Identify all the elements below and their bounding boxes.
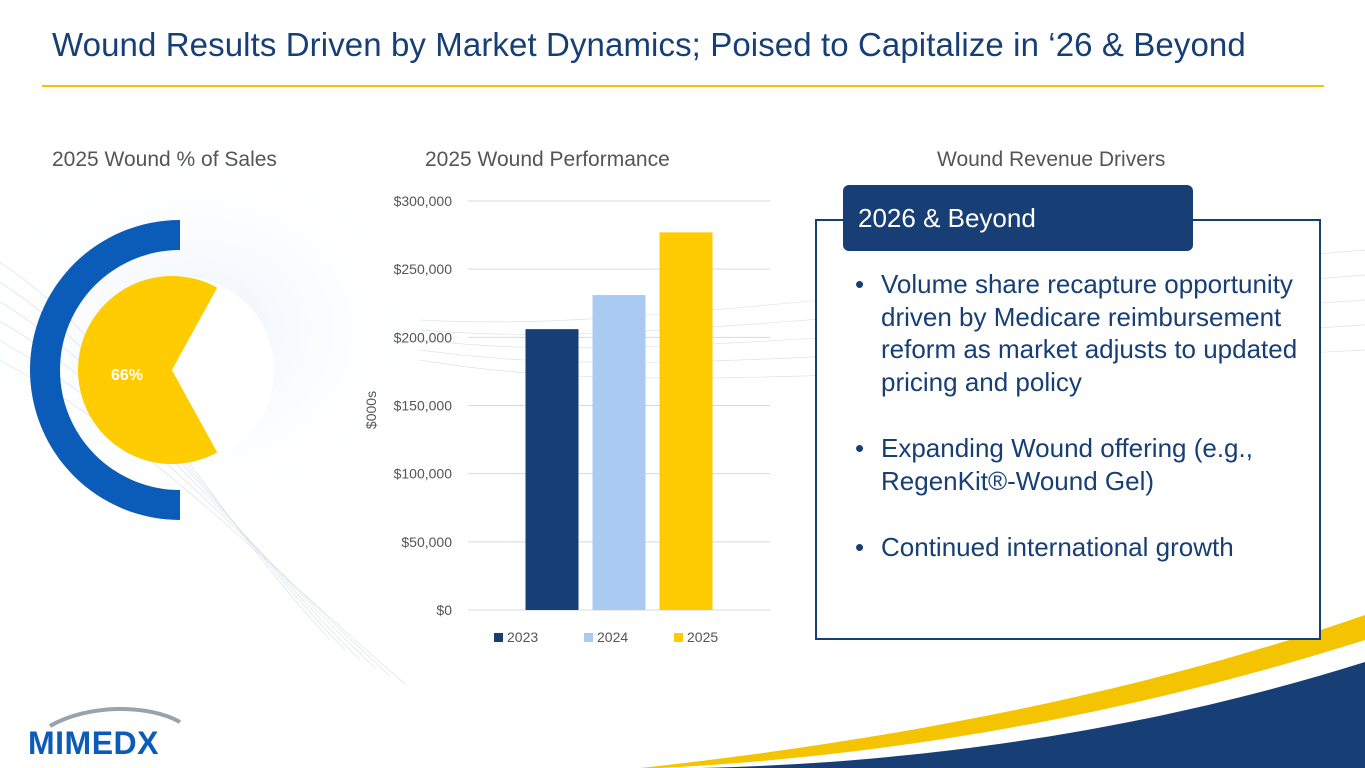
driver-item-offering: Expanding Wound offering (e.g., RegenKit… — [855, 432, 1305, 497]
chart-bars — [525, 232, 713, 610]
slide-title: Wound Results Driven by Market Dynamics;… — [52, 26, 1246, 63]
y-tick-label: $0 — [436, 602, 452, 618]
wound-pct-chart: 66% — [30, 220, 274, 520]
pie-slice-label-66: 66% — [111, 367, 143, 384]
bar-2023 — [525, 329, 579, 610]
legend-swatch-2024 — [584, 633, 593, 642]
legend-label-2025: 2025 — [687, 629, 718, 645]
bottom-navy-band — [700, 662, 1365, 768]
bar-2025 — [659, 232, 713, 610]
pie-slices — [77, 276, 266, 464]
legend-label-2023: 2023 — [507, 629, 538, 645]
y-tick-label: $250,000 — [394, 261, 453, 277]
drivers-list: Volume share recapture opportunity drive… — [855, 268, 1305, 598]
wound-pct-title: 2025 Wound % of Sales — [52, 148, 277, 171]
y-tick-label: $100,000 — [394, 466, 453, 482]
drivers-title: Wound Revenue Drivers — [937, 148, 1166, 171]
bar-2024 — [592, 295, 646, 610]
logo-arc — [48, 707, 181, 728]
driver-item-medicare: Volume share recapture opportunity drive… — [855, 268, 1305, 398]
pie-slice-other — [172, 287, 266, 453]
y-tick-label: $150,000 — [394, 398, 453, 414]
logo-text: MIMEDX — [28, 725, 159, 761]
outer-ring-arc — [30, 220, 180, 520]
driver-item-international: Continued international growth — [855, 531, 1305, 564]
y-axis-label: $000s — [363, 391, 379, 429]
legend-label-2024: 2024 — [597, 629, 628, 645]
performance-title: 2025 Wound Performance — [425, 148, 670, 171]
drivers-tab-label: 2026 & Beyond — [843, 185, 1193, 251]
y-tick-label: $50,000 — [401, 534, 452, 550]
y-axis-tick-labels: $0 $50,000 $100,000 $150,000 $200,000 $250,00… — [394, 193, 453, 618]
chart-legend: 2023 2024 2025 — [494, 629, 718, 645]
pie-slice-wound — [77, 276, 218, 464]
y-tick-label: $200,000 — [394, 329, 453, 345]
legend-swatch-2023 — [494, 633, 503, 642]
legend-swatch-2025 — [674, 633, 683, 642]
page-number: | 16 | — [1302, 733, 1333, 749]
wound-performance-chart: $0 $50,000 $100,000 $150,000 $200,000 $250,00… — [363, 193, 770, 645]
mimedx-logo: MIMEDX — [28, 707, 181, 761]
y-tick-label: $300,000 — [394, 193, 453, 209]
title-underline — [42, 85, 1324, 87]
